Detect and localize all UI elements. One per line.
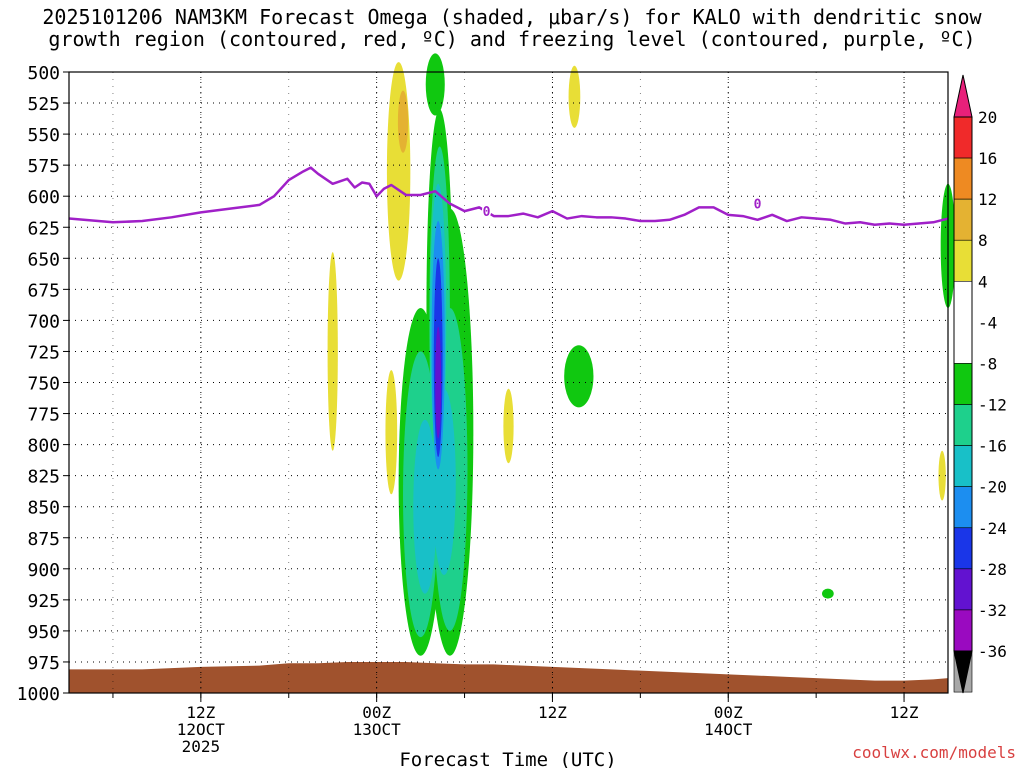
colorbar-label--28: -28 [978, 560, 1007, 579]
omega-region-9 [822, 588, 834, 599]
colorbar-label--4: -4 [978, 313, 997, 332]
colorbar-label--12: -12 [978, 396, 1007, 415]
colorbar-label-8: 8 [978, 231, 988, 250]
omega-region-5 [503, 388, 514, 464]
colorbar-band-5 [953, 281, 973, 364]
x-tick-label: 14OCT [704, 720, 753, 739]
colorbar-label--36: -36 [978, 642, 1007, 661]
x-tick-label: 12Z [890, 703, 919, 722]
x-tick-label: 13OCT [353, 720, 402, 739]
colorbar-label-16: 16 [978, 149, 997, 168]
colorbar-band-3 [953, 198, 973, 241]
freezing-level-label-0: 0 [483, 205, 491, 220]
y-axis: 500 525 550 575 600 625 650 675 700 725 750 775 800 8… [17, 63, 69, 705]
x-tick-label: 12OCT [177, 720, 226, 739]
x-axis-label: Forecast Time (UTC) [399, 749, 616, 768]
omega-region-1 [397, 90, 409, 153]
omega-region-7 [425, 53, 445, 116]
x-tick-label: 12Z [538, 703, 567, 722]
terrain-fill [69, 661, 948, 693]
colorbar-label-20: 20 [978, 108, 997, 127]
omega-region-0 [386, 62, 411, 281]
freezing-level-label-1: 0 [754, 198, 762, 213]
x-tick-label: 12Z [186, 703, 215, 722]
y-tick-label-925: 925 [27, 591, 60, 612]
omega-region-6 [938, 450, 946, 501]
chart-title-line1: 2025101206 NAM3KM Forecast Omega (shaded… [42, 5, 982, 29]
omega-shading-layer [327, 53, 956, 656]
y-tick-label-775: 775 [27, 405, 60, 426]
y-tick-label-950: 950 [27, 622, 60, 643]
y-tick-label-575: 575 [27, 156, 60, 177]
y-tick-label-700: 700 [27, 311, 60, 332]
y-tick-label-625: 625 [27, 218, 60, 239]
colorbar-band-4 [953, 239, 973, 282]
colorbar-band-9 [953, 486, 973, 529]
colorbar: 20 16 12 8 4 -4 -8 -12 -16 -20 -24 -28 -32 -36 [953, 74, 1007, 694]
y-tick-label-1000: 1000 [17, 684, 60, 705]
colorbar-label--16: -16 [978, 437, 1007, 456]
y-tick-label-850: 850 [27, 498, 60, 519]
omega-region-8 [564, 345, 594, 408]
omega-region-22 [435, 326, 442, 439]
colorbar-label--20: -20 [978, 478, 1007, 497]
x-tick-label: 00Z [714, 703, 743, 722]
y-tick-label-675: 675 [27, 280, 60, 301]
omega-region-2 [568, 65, 581, 128]
omega-region-3 [327, 252, 338, 451]
y-tick-label-900: 900 [27, 560, 60, 581]
freezing-level-line [68, 166, 949, 227]
terrain-layer [69, 661, 948, 693]
colorbar-band-8 [953, 445, 973, 487]
x-tick-label: 00Z [362, 703, 391, 722]
omega-region-4 [385, 370, 398, 495]
colorbar-band-12 [953, 609, 973, 652]
colorbar-label--32: -32 [978, 601, 1007, 620]
colorbar-label-4: 4 [978, 272, 988, 291]
y-tick-label-825: 825 [27, 467, 60, 488]
colorbar-label--8: -8 [978, 354, 997, 373]
y-tick-label-750: 750 [27, 374, 60, 395]
colorbar-band-6 [953, 363, 973, 405]
colorbar-band-7 [953, 404, 973, 446]
y-tick-label-600: 600 [27, 187, 60, 208]
y-tick-label-650: 650 [27, 249, 60, 270]
colorbar-frame [953, 116, 973, 652]
y-tick-label-725: 725 [27, 342, 60, 363]
x-tick-label: 2025 [182, 737, 221, 756]
colorbar-band-2 [953, 157, 973, 200]
colorbar-band-11 [953, 568, 973, 611]
chart-title-line2: growth region (contoured, red, ºC) and f… [48, 27, 976, 51]
y-tick-label-800: 800 [27, 436, 60, 457]
gridlines [69, 72, 948, 693]
y-tick-label-975: 975 [27, 653, 60, 674]
y-tick-label-500: 500 [27, 63, 60, 84]
y-tick-label-525: 525 [27, 94, 60, 115]
omega-region-17 [413, 419, 437, 594]
colorbar-band-1 [953, 116, 973, 159]
colorbar-label--24: -24 [978, 519, 1007, 538]
colorbar-triangle [953, 74, 973, 118]
colorbar-band-10 [953, 527, 973, 570]
y-tick-label-550: 550 [27, 125, 60, 146]
colorbar-label-12: 12 [978, 190, 997, 209]
y-tick-label-875: 875 [27, 529, 60, 550]
credit-text: coolwx.com/models [852, 743, 1016, 762]
